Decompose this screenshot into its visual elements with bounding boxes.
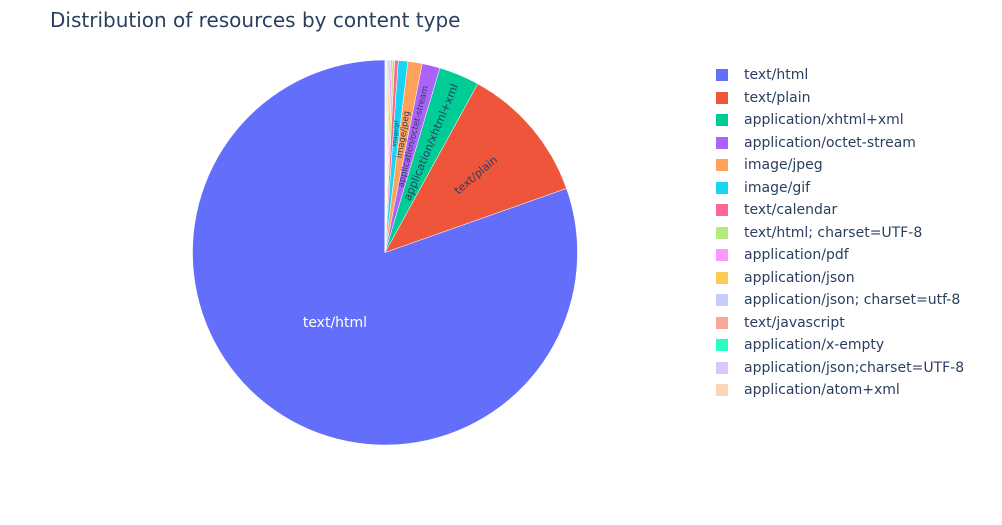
legend-label: application/json; charset=utf-8	[744, 292, 961, 309]
legend-item[interactable]: text/javascript	[716, 312, 964, 335]
legend-swatch	[716, 226, 728, 239]
legend-swatch	[716, 91, 728, 104]
legend-item[interactable]: image/jpeg	[716, 154, 964, 177]
legend-item[interactable]: image/gif	[716, 177, 964, 200]
pie-slice-label: text/html	[303, 315, 367, 331]
legend-swatch	[716, 204, 728, 217]
pie-slices	[192, 59, 578, 446]
legend-label: application/x-empty	[744, 337, 885, 354]
legend-swatch	[716, 69, 728, 82]
legend-item[interactable]: text/html	[716, 64, 964, 87]
legend-item[interactable]: application/json	[716, 267, 964, 290]
pie-slice-text-plain[interactable]	[384, 83, 567, 253]
legend-swatch	[716, 361, 728, 374]
legend-label: application/json	[744, 269, 855, 286]
legend-label: application/atom+xml	[744, 382, 900, 399]
legend-item[interactable]: text/html; charset=UTF-8	[716, 222, 964, 245]
legend-item[interactable]: application/atom+xml	[716, 379, 964, 402]
legend-item[interactable]: application/pdf	[716, 244, 964, 267]
legend-label: text/html	[744, 67, 809, 84]
legend-swatch	[716, 181, 728, 194]
legend-item[interactable]: application/xhtml+xml	[716, 109, 964, 132]
legend-swatch	[716, 136, 728, 149]
legend-label: image/gif	[744, 179, 811, 196]
legend-swatch	[716, 384, 728, 397]
legend-label: application/xhtml+xml	[744, 112, 904, 129]
legend-label: application/pdf	[744, 247, 849, 264]
legend-swatch	[716, 271, 728, 284]
legend-swatch	[716, 114, 728, 127]
legend-item[interactable]: application/x-empty	[716, 334, 964, 357]
legend-label: text/javascript	[744, 314, 845, 331]
legend-swatch	[716, 159, 728, 172]
legend-label: application/octet-stream	[744, 134, 916, 151]
legend-item[interactable]: text/calendar	[716, 199, 964, 222]
legend-label: application/json;charset=UTF-8	[744, 359, 965, 376]
legend-swatch	[716, 294, 728, 307]
legend-item[interactable]: application/octet-stream	[716, 132, 964, 155]
legend-label: text/html; charset=UTF-8	[744, 224, 923, 241]
legend-item[interactable]: text/plain	[716, 87, 964, 110]
legend-swatch	[716, 339, 728, 352]
legend-label: image/jpeg	[744, 157, 823, 174]
legend-swatch	[716, 316, 728, 329]
legend-label: text/calendar	[744, 202, 838, 219]
legend-label: text/plain	[744, 89, 811, 106]
legend-swatch	[716, 249, 728, 262]
legend: text/html text/plain application/xhtml+xml…	[716, 64, 964, 402]
pie-slice-label: image/gif	[392, 119, 401, 146]
legend-item[interactable]: application/json; charset=utf-8	[716, 289, 964, 312]
chart-title: Distribution of resources by content typ…	[50, 8, 461, 32]
legend-item[interactable]: application/json;charset=UTF-8	[716, 357, 964, 380]
